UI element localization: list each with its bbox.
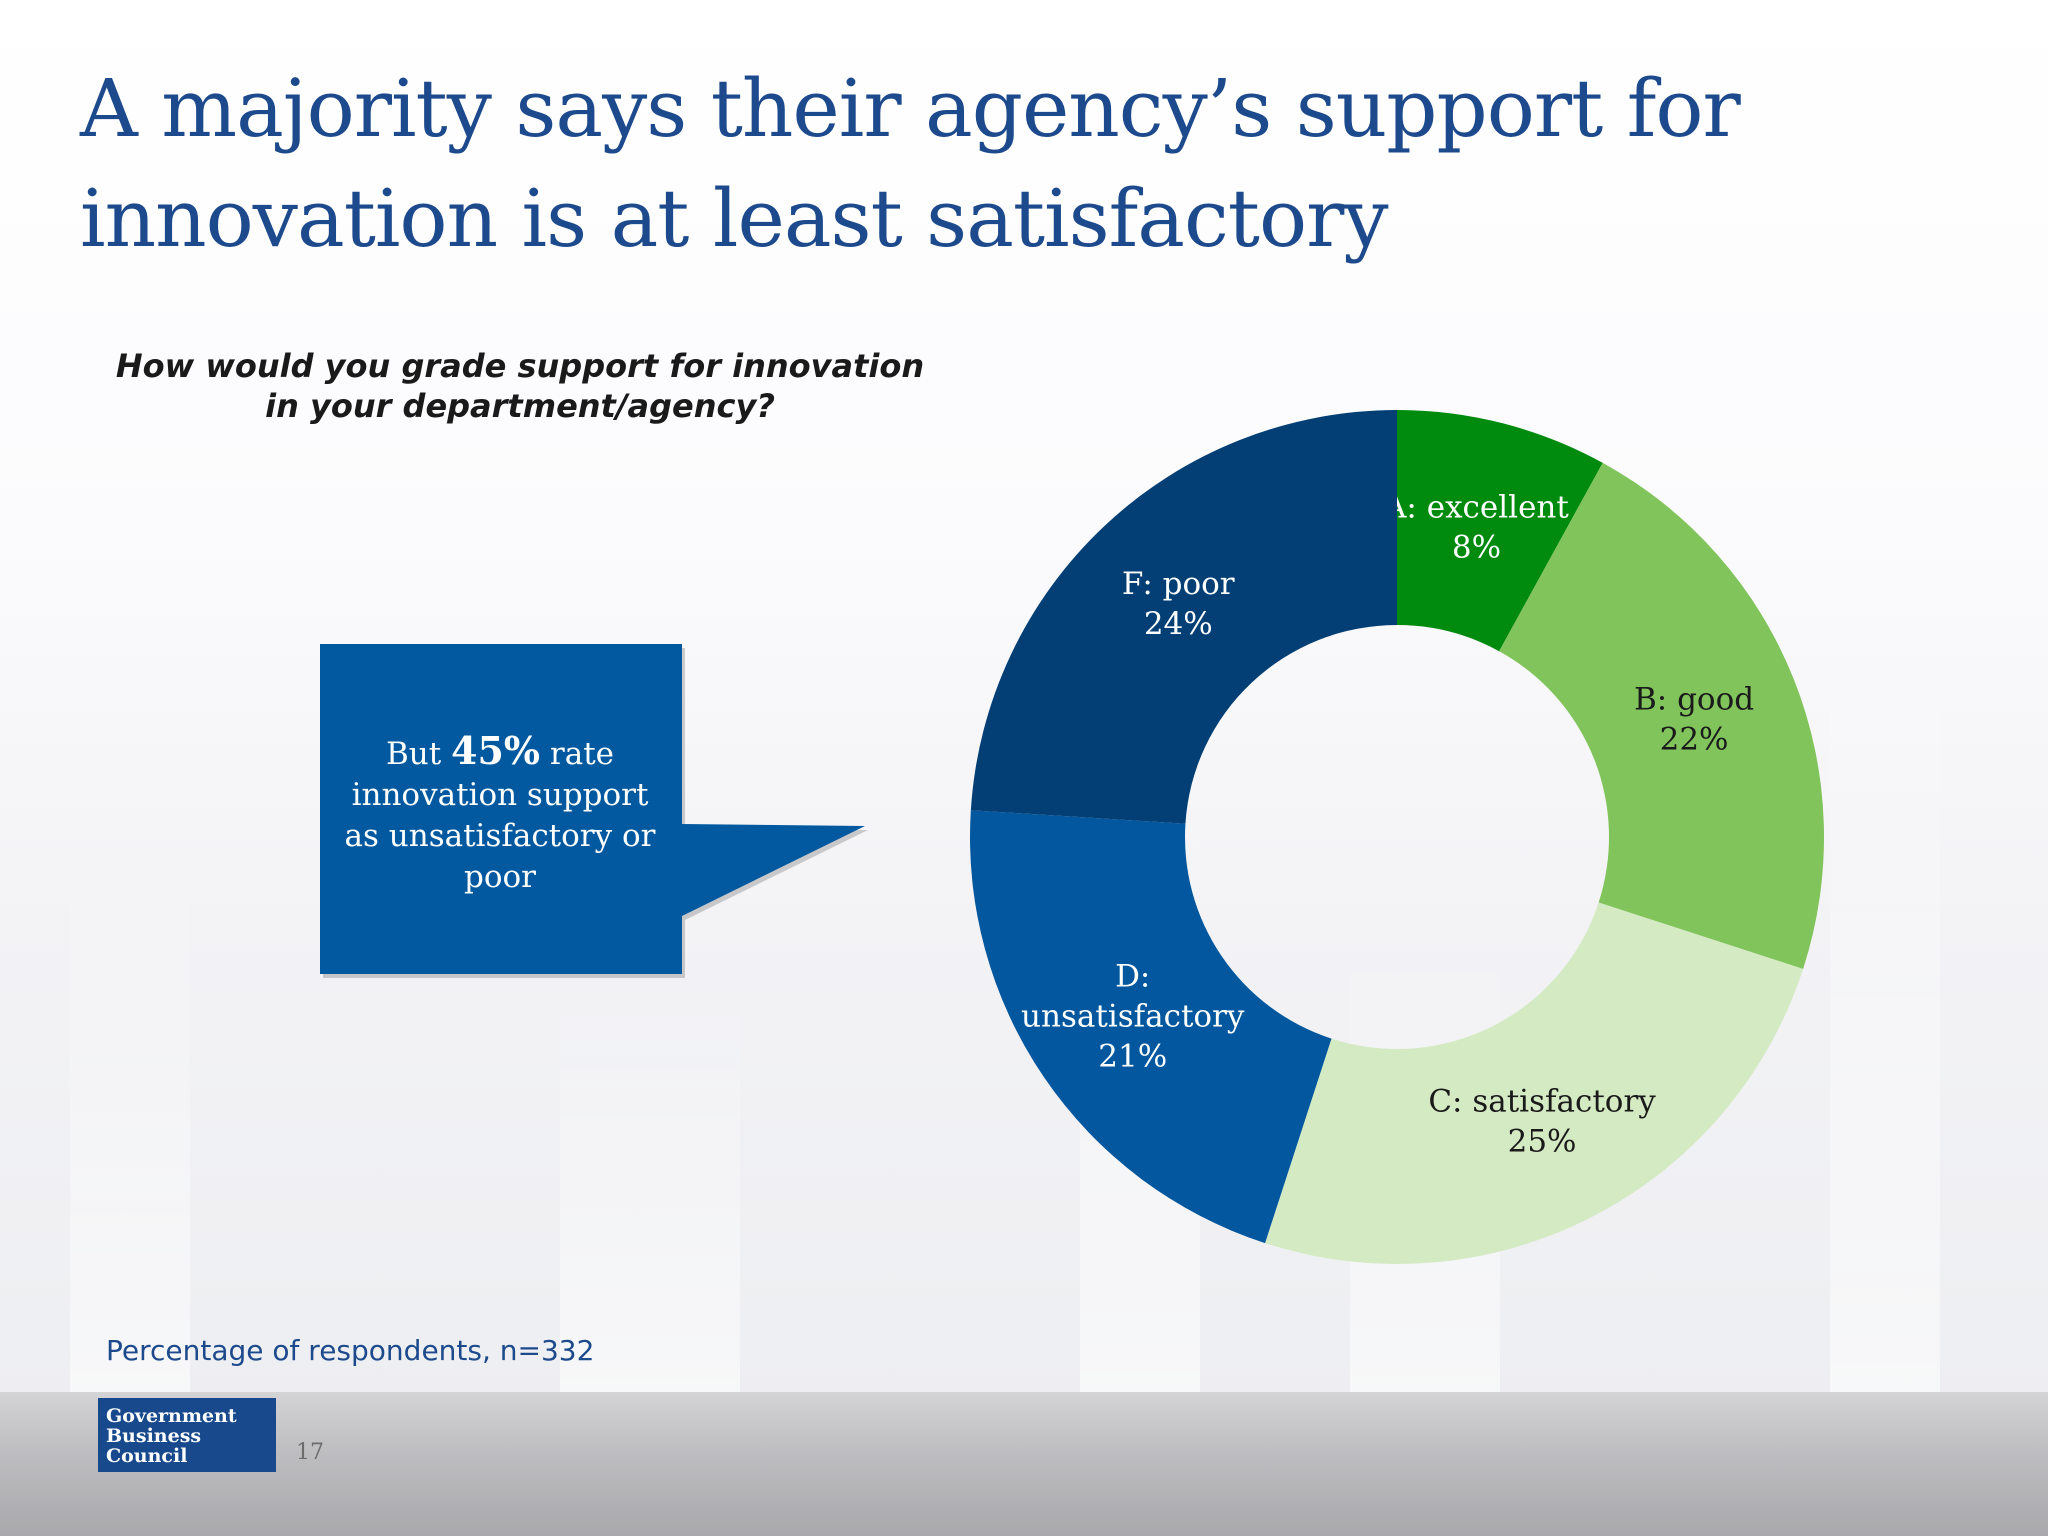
slice-label: C: satisfactory 25% [1428,1084,1656,1160]
slice-value-label: 25% [1508,1124,1577,1160]
callout-box [320,644,868,978]
callout-shape-fill [320,644,865,974]
slice-label: B: good 22% [1634,681,1754,757]
callout-suffix: rate innovation support as unsatisfactor… [344,736,656,895]
survey-question: How would you grade support for innovati… [115,347,925,425]
callout-prefix: But [385,736,452,772]
background-columns [70,620,1940,1392]
slice-label: D: unsatisfactory 21% [1021,959,1245,1075]
callout-text: But 45% rate innovation support as unsat… [330,730,670,898]
slice-category-label: C: satisfactory [1428,1084,1656,1120]
slice-category-label: unsatisfactory [1021,999,1245,1035]
page-number: 17 [296,1440,324,1465]
logo-line: Government [106,1405,237,1427]
slice-value-label: 24% [1144,606,1213,642]
donut-slice [1265,902,1804,1264]
slice-category-label: D: [1115,959,1150,995]
slice-label: A: excellent 8% [1383,490,1569,566]
donut-slice [1397,410,1603,652]
logo-line: Council [106,1445,188,1467]
slice-category-label: A: excellent [1383,490,1569,526]
slide-title: A majority says their agency’s support f… [80,62,1741,265]
slice-label: F: poor 24% [1122,566,1235,642]
slice-category-label: F: poor [1122,566,1235,602]
logo-line: Business [106,1425,202,1447]
slice-category-label: B: good [1634,681,1754,717]
donut-chart: A: excellent 8% B: good 22% C: satisfactory 2… [970,410,1824,1264]
callout-highlight: 45% [451,728,541,773]
slice-value-label: 21% [1098,1039,1167,1075]
footnote: Percentage of respondents, n=332 [106,1334,595,1367]
donut-slice [970,410,1397,824]
gbc-logo: Government Business Council [98,1398,276,1472]
slice-value-label: 22% [1660,721,1729,757]
footer-band [0,1392,2048,1536]
slice-value-label: 8% [1452,530,1501,566]
donut-slice [970,810,1332,1244]
donut-slice [1499,462,1824,969]
